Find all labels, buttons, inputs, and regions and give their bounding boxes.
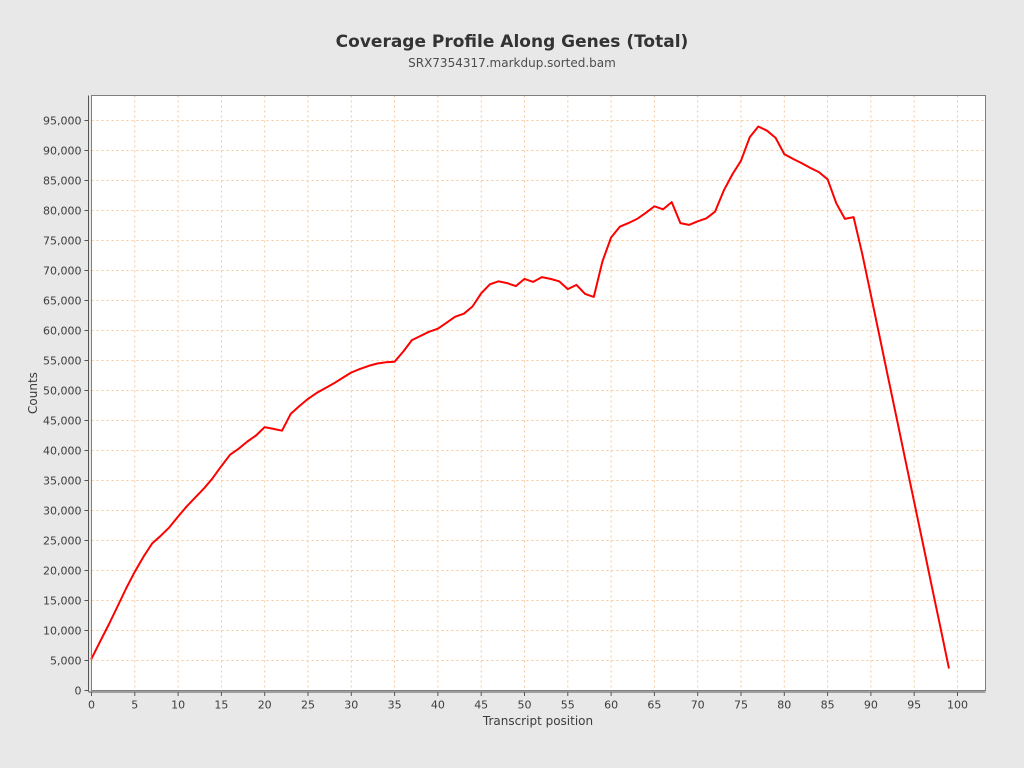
y-tick-label: 70,000 [43, 265, 82, 278]
x-tick-label: 60 [604, 699, 618, 712]
x-tick-label: 75 [734, 699, 748, 712]
x-tick-label: 20 [258, 699, 272, 712]
y-tick-label: 35,000 [43, 475, 82, 488]
x-tick-label: 0 [88, 699, 95, 712]
y-tick-label: 55,000 [43, 355, 82, 368]
x-tick-label: 35 [388, 699, 402, 712]
y-tick-label: 45,000 [43, 415, 82, 428]
y-tick-label: 65,000 [43, 295, 82, 308]
y-tick-label: 30,000 [43, 505, 82, 518]
x-tick-label: 55 [561, 699, 575, 712]
x-tick-label: 10 [171, 699, 185, 712]
x-tick-label: 85 [821, 699, 835, 712]
x-tick-label: 45 [474, 699, 488, 712]
y-tick-label: 40,000 [43, 445, 82, 458]
y-tick-label: 95,000 [43, 115, 82, 128]
y-tick-label: 15,000 [43, 595, 82, 608]
x-tick-label: 40 [431, 699, 445, 712]
coverage-line [90, 125, 950, 669]
plot-area [91, 95, 986, 691]
y-tick-label: 5,000 [50, 655, 82, 668]
x-tick-label: 65 [647, 699, 661, 712]
chart-title: Coverage Profile Along Genes (Total) [336, 32, 689, 52]
y-tick-label: 50,000 [43, 385, 82, 398]
x-tick-label: 80 [777, 699, 791, 712]
y-tick-label: 90,000 [43, 145, 82, 158]
x-tick-label: 95 [907, 699, 921, 712]
x-tick-label: 90 [864, 699, 878, 712]
x-axis-label: Transcript position [482, 714, 593, 728]
x-tick-label: 25 [301, 699, 315, 712]
chart-subtitle: SRX7354317.markdup.sorted.bam [408, 56, 616, 70]
y-tick-label: 25,000 [43, 535, 82, 548]
x-tick-label: 100 [947, 699, 968, 712]
y-tick-label: 0 [75, 685, 82, 698]
y-tick-label: 60,000 [43, 325, 82, 338]
plot-frame [91, 95, 986, 691]
x-tick-label: 30 [344, 699, 358, 712]
y-tick-label: 20,000 [43, 565, 82, 578]
y-axis-label: Counts [26, 372, 40, 414]
y-tick-label: 10,000 [43, 625, 82, 638]
x-tick-label: 70 [691, 699, 705, 712]
x-tick-label: 50 [518, 699, 532, 712]
y-tick-label: 85,000 [43, 175, 82, 188]
y-tick-label: 75,000 [43, 235, 82, 248]
y-tick-label: 80,000 [43, 205, 82, 218]
x-tick-label: 5 [131, 699, 138, 712]
x-tick-label: 15 [214, 699, 228, 712]
